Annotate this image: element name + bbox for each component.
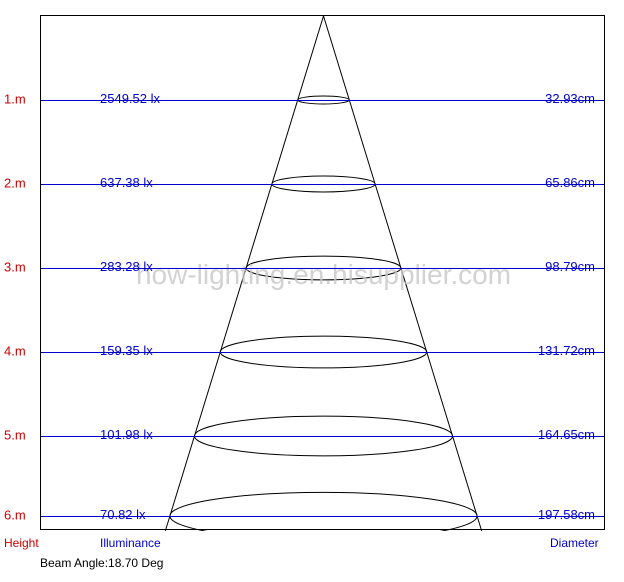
height-label: 6.m	[0, 508, 42, 523]
illuminance-value: 283.28 lx	[100, 259, 153, 274]
height-label: 3.m	[0, 260, 42, 275]
illuminance-cone-chart: how-lighting.en.hisupplier.com 1.m 2549.5…	[0, 0, 624, 582]
illuminance-value: 159.35 lx	[100, 343, 153, 358]
height-label: 5.m	[0, 428, 42, 443]
height-label: 2.m	[0, 176, 42, 191]
height-label: 4.m	[0, 344, 42, 359]
axis-label-illuminance: Illuminance	[100, 536, 161, 550]
diameter-value: 197.58cm	[475, 507, 595, 522]
beam-angle-text: Beam Angle:18.70 Deg	[40, 556, 163, 570]
diameter-value: 164.65cm	[475, 427, 595, 442]
axis-label-height: Height	[4, 536, 39, 550]
illuminance-value: 70.82 lx	[100, 507, 146, 522]
svg-text:how-lighting.en.hisupplier.com: how-lighting.en.hisupplier.com	[136, 259, 511, 290]
diameter-value: 98.79cm	[475, 259, 595, 274]
illuminance-value: 101.98 lx	[100, 427, 153, 442]
illuminance-value: 2549.52 lx	[100, 91, 160, 106]
axis-label-diameter: Diameter	[550, 536, 599, 550]
illuminance-value: 637.38 lx	[100, 175, 153, 190]
diameter-value: 32.93cm	[475, 91, 595, 106]
height-label: 1.m	[0, 92, 42, 107]
diameter-value: 65.86cm	[475, 175, 595, 190]
diameter-value: 131.72cm	[475, 343, 595, 358]
